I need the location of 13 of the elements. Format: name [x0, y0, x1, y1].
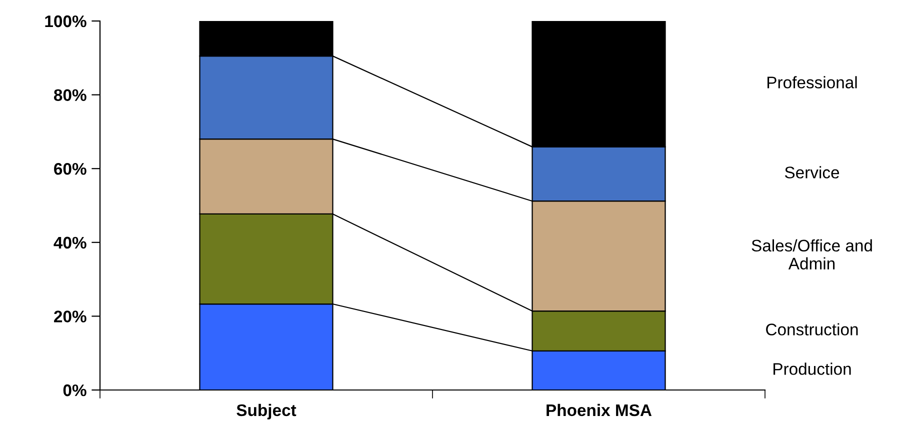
x-tick-label: Subject	[236, 404, 296, 420]
x-tick-label: Phoenix MSA	[546, 404, 652, 416]
text: Service	[784, 166, 840, 178]
text: Construction	[766, 323, 858, 336]
y-tick-label: 80%	[54, 89, 86, 102]
y-tick-label: 60%	[54, 163, 86, 175]
y-tick-label: 100%	[45, 15, 86, 28]
text: Professional	[768, 76, 857, 88]
y-tick-label: 20%	[54, 310, 86, 322]
y-tick-label: 0%	[63, 384, 86, 396]
text: Sales/Office and Admin	[752, 239, 872, 270]
y-tick-label: 40%	[54, 236, 86, 249]
text: Production	[774, 362, 851, 375]
